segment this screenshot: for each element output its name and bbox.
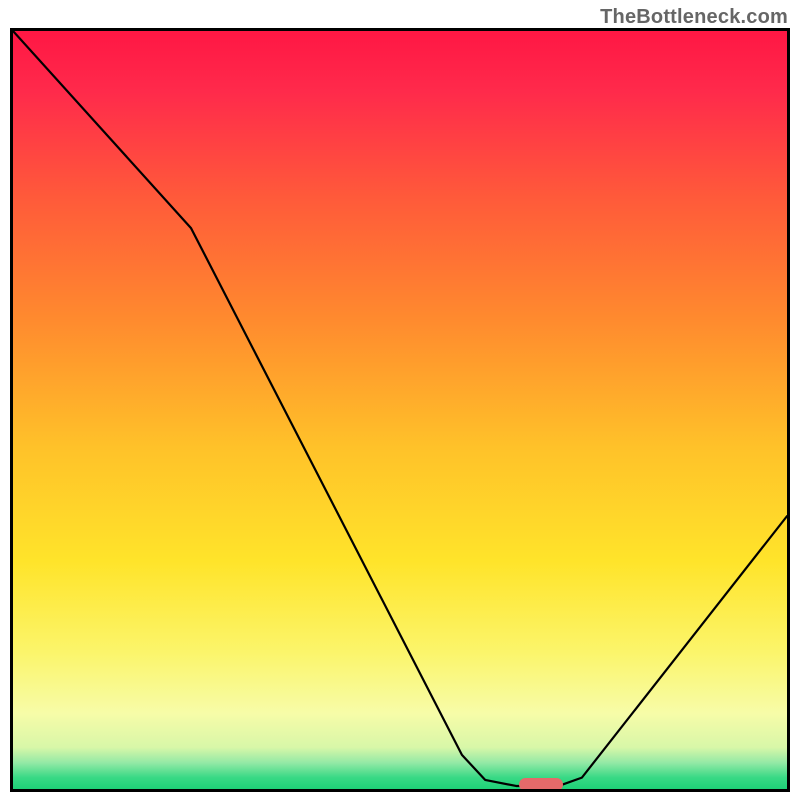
plot-inner <box>13 31 787 789</box>
frame: TheBottleneck.com <box>0 0 800 800</box>
watermark-text: TheBottleneck.com <box>600 6 788 29</box>
curve-polyline <box>13 31 787 786</box>
plot-area <box>10 28 790 792</box>
bottleneck-curve <box>13 31 787 789</box>
optimal-marker <box>519 778 562 789</box>
